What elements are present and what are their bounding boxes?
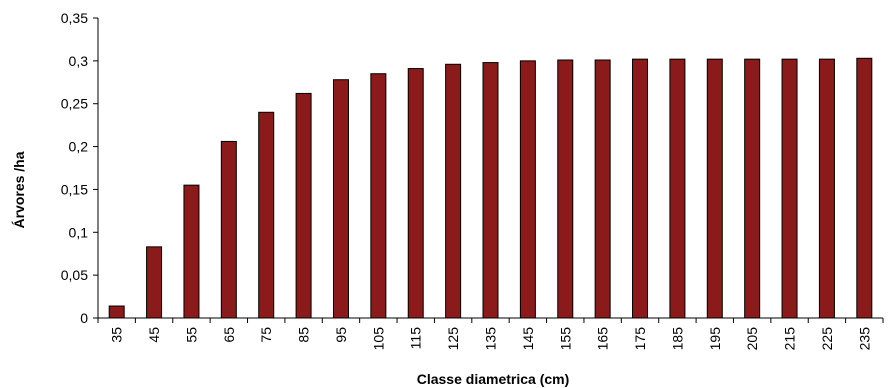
x-tick-label: 105 [370,327,386,351]
x-tick-label: 35 [109,327,125,343]
x-axis-title: Classe diametrica (cm) [417,371,570,387]
x-tick-label: 155 [557,327,573,351]
bar-55 [183,184,200,319]
y-tick-label: 0,05 [61,267,88,283]
y-tick-label: 0,2 [69,139,89,155]
x-tick-label: 85 [296,327,312,343]
bar-205 [744,58,761,319]
y-tick-label: 0,25 [61,96,88,112]
x-tick-label: 95 [333,327,349,343]
x-tick-label: 145 [520,327,536,351]
x-tick-label: 215 [782,327,798,351]
bar-65 [220,140,237,319]
bar-75 [258,111,275,319]
bar-195 [706,58,723,319]
x-tick-label: 45 [146,327,162,343]
x-tick-label: 175 [632,327,648,351]
bar-105 [370,73,387,319]
y-tick-label: 0,15 [61,181,88,197]
x-axis: 35 45 55 65 75 85 95 105 115 125 135 145 155 165 175 18… [97,317,884,351]
y-tick-label: 0,35 [61,10,88,26]
y-tick-label: 0 [80,310,88,326]
y-axis-title: Árvores /ha [11,151,27,228]
x-tick-label: 135 [483,327,499,351]
y-tick-label: 0,1 [69,224,89,240]
bars [108,57,873,319]
x-tick-label: 65 [221,327,237,343]
bar-225 [818,58,835,319]
bar-185 [669,58,686,319]
bar-35 [108,305,125,319]
bar-145 [519,60,536,319]
x-tick-label: 115 [408,327,424,350]
bar-235 [856,57,873,319]
y-tick-label: 0,3 [69,53,89,69]
x-tick-label: 165 [595,327,611,351]
x-tick-label: 225 [819,327,835,351]
bar-115 [407,68,424,319]
bar-95 [332,79,349,319]
x-tick-label: 205 [744,327,760,351]
bar-125 [445,63,462,319]
x-tick-label: 235 [856,327,872,351]
bar-215 [781,58,798,319]
bar-155 [557,59,574,319]
bar-135 [482,62,499,319]
x-tick-label: 75 [258,327,274,343]
bar-85 [295,92,312,319]
x-tick-label: 55 [183,327,199,343]
bar-165 [594,59,611,319]
y-axis: 0 0,05 0,1 0,15 0,2 0,25 0,3 0,35 [61,10,99,326]
bar-175 [632,58,649,319]
x-tick-label: 195 [707,327,723,351]
x-tick-label: 125 [445,327,461,351]
bar-45 [146,246,163,319]
x-tick-label: 185 [669,327,685,351]
